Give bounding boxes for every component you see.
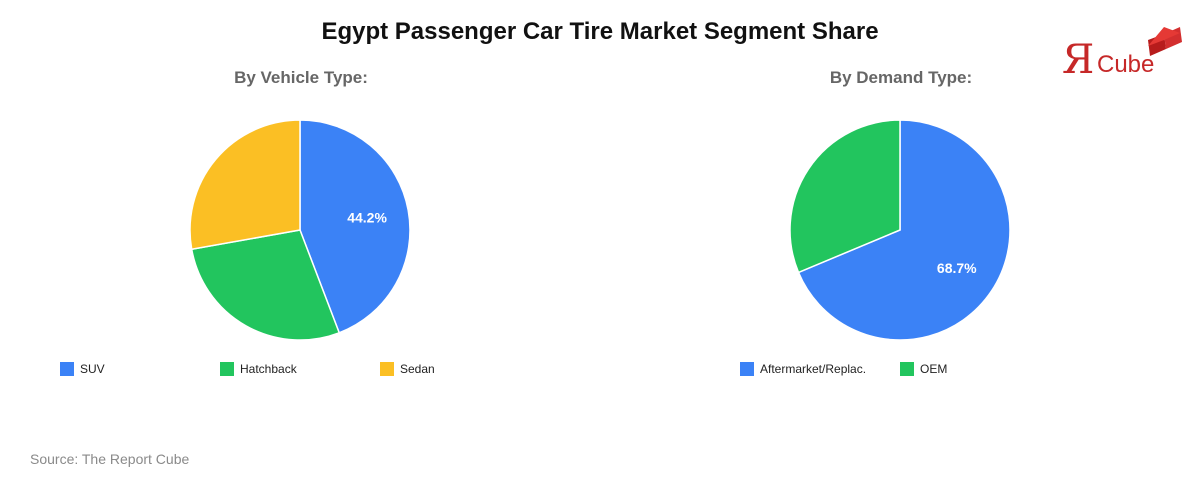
legend-swatch <box>220 362 234 376</box>
legend-label: Sedan <box>400 362 435 376</box>
demand-type-subtitle: By Demand Type: <box>829 68 973 87</box>
data-label: 44.2% <box>347 210 387 226</box>
report-cube-logo: Я Cube <box>1060 26 1185 82</box>
demand-type-pie: 68.7% <box>789 119 1011 341</box>
pie-slice-sedan <box>189 119 301 251</box>
data-label: 68.7% <box>937 260 977 276</box>
vehicle-type-subtitle: By Vehicle Type: <box>234 68 368 87</box>
legend-label: Hatchback <box>240 362 297 376</box>
legend-label: Aftermarket/Replac. <box>760 362 867 376</box>
vehicle-type-legend: SUV Hatchback Sedan <box>60 362 560 378</box>
legend-swatch <box>380 362 394 376</box>
legend-swatch <box>60 362 74 376</box>
source-note: Source: The Report Cube <box>30 451 190 467</box>
legend-label: SUV <box>80 362 105 376</box>
legend-label: OEM <box>920 362 948 376</box>
logo-text: Cube <box>1097 51 1155 78</box>
pie-slice-suv <box>299 119 411 334</box>
pie-slice-oem <box>789 119 901 274</box>
logo-mark: Я <box>1062 37 1095 83</box>
legend-swatch <box>900 362 914 376</box>
cube-icon <box>1148 27 1182 56</box>
demand-type-legend: Aftermarket/Replac. OEM <box>740 362 1140 378</box>
legend-swatch <box>740 362 754 376</box>
pie-slice-hatchback <box>190 229 341 341</box>
pie-slice-aftermarket-replac- <box>797 119 1011 341</box>
chart-title: Egypt Passenger Car Tire Market Segment … <box>321 18 879 45</box>
vehicle-type-pie: 44.2% <box>189 119 411 341</box>
